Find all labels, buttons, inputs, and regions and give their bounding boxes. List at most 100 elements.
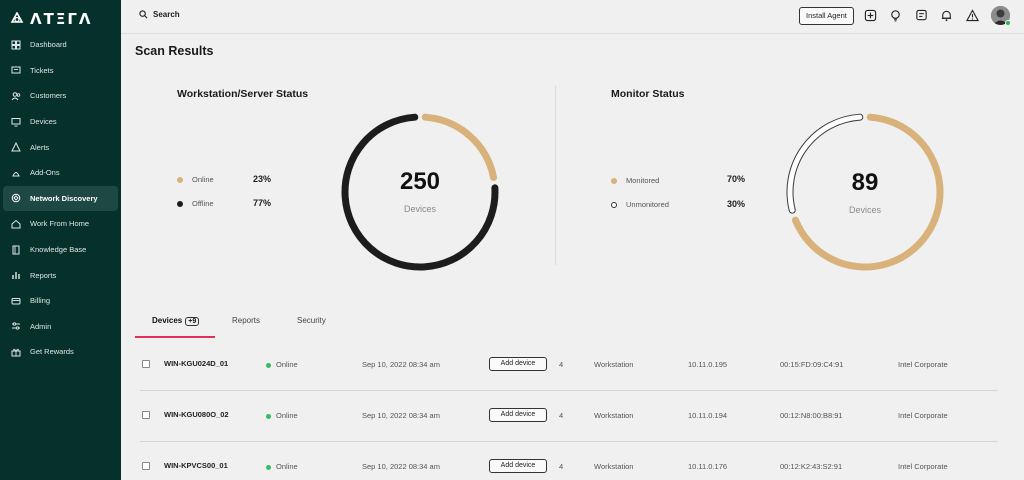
- online-status-dot: [266, 413, 271, 419]
- ip-address: 10.11.0.176: [688, 462, 728, 471]
- sidebar-item-dashboard[interactable]: Dashboard: [3, 32, 118, 58]
- sidebar-item-label: Work From Home: [30, 219, 90, 229]
- ticket-icon: [11, 65, 21, 75]
- sidebar-item-customers[interactable]: Customers: [3, 83, 118, 109]
- sidebar-item-admin[interactable]: Admin: [3, 314, 118, 340]
- plus-icon[interactable]: [864, 9, 877, 22]
- warning-icon[interactable]: [965, 9, 980, 22]
- device-status: Online: [266, 411, 298, 420]
- install-agent-button[interactable]: Install Agent: [799, 7, 854, 25]
- tab-devices-label: Devices: [152, 316, 183, 325]
- sidebar-item-get-rewards[interactable]: Get Rewards: [3, 339, 118, 365]
- sidebar: ΛΤΞΓΛ Dashboard Tickets Customers Devices Al…: [0, 0, 121, 480]
- scan-date: Sep 10, 2022 08:34 am: [362, 360, 440, 369]
- sidebar-item-label: Knowledge Base: [30, 245, 87, 255]
- admin-icon: [11, 321, 21, 331]
- monitor-total: 89: [851, 169, 879, 196]
- ip-address: 10.11.0.195: [688, 360, 728, 369]
- lightbulb-icon[interactable]: [889, 9, 902, 22]
- legend-online-value: 23%: [253, 174, 272, 184]
- legend-monitored-label: Monitored: [626, 176, 660, 185]
- network-icon: [11, 193, 21, 203]
- monitor-total-label: Devices: [848, 205, 881, 215]
- sidebar-item-alerts[interactable]: Alerts: [3, 134, 118, 160]
- legend-offline-dot: [177, 200, 183, 207]
- tab-devices[interactable]: Devices +9: [152, 316, 200, 326]
- device-type: Workstation: [594, 360, 634, 369]
- sidebar-item-label: Billing: [30, 296, 51, 306]
- scan-date: Sep 10, 2022 08:34 am: [362, 462, 440, 471]
- bell-icon[interactable]: [940, 9, 953, 22]
- legend-online-dot: [177, 176, 183, 183]
- device-name[interactable]: WIN-KGU080O_02: [164, 410, 229, 419]
- ip-address: 10.11.0.194: [688, 411, 728, 420]
- workstation-donut-chart: [341, 113, 499, 271]
- row-checkbox[interactable]: [142, 360, 150, 368]
- home-icon: [11, 219, 21, 229]
- monitor-icon: [11, 117, 21, 127]
- legend-unmonitored-label: Unmonitored: [626, 200, 669, 209]
- legend-online-label: Online: [192, 175, 214, 184]
- row-divider: [140, 441, 998, 442]
- device-status: Online: [266, 462, 298, 471]
- sidebar-item-label: Get Rewards: [30, 347, 74, 357]
- tab-reports[interactable]: Reports: [232, 316, 261, 325]
- legend-unmonitored: Unmonitored: [611, 200, 669, 209]
- device-name[interactable]: WIN-KPVCS00_01: [164, 461, 228, 470]
- sidebar-item-label: Reports: [30, 270, 57, 280]
- online-status-dot: [266, 464, 271, 470]
- reports-icon: [11, 270, 21, 280]
- device-type: Workstation: [594, 411, 634, 420]
- legend-offline-label: Offline: [192, 199, 214, 208]
- panel-divider: [555, 85, 556, 265]
- sidebar-item-billing[interactable]: Billing: [3, 288, 118, 314]
- sidebar-item-knowledge-base[interactable]: Knowledge Base: [3, 237, 118, 263]
- search-label: Search: [153, 10, 180, 19]
- search-button[interactable]: Search: [139, 10, 180, 19]
- unmonitored-arc: [787, 114, 863, 213]
- vendor: Intel Corporate: [898, 462, 948, 471]
- online-status-dot: [266, 362, 271, 368]
- book-icon: [11, 245, 21, 255]
- sidebar-item-label: Tickets: [30, 65, 54, 75]
- sidebar-item-label: Alerts: [30, 142, 50, 152]
- chat-icon[interactable]: [915, 9, 928, 22]
- add-device-button[interactable]: Add device: [489, 357, 547, 371]
- results-tabs: Devices +9 Reports Security: [135, 312, 1015, 340]
- workstation-status-title: Workstation/Server Status: [177, 88, 309, 100]
- sidebar-item-tickets[interactable]: Tickets: [3, 58, 118, 84]
- add-device-button[interactable]: Add device: [489, 459, 547, 473]
- device-name[interactable]: WIN-KGU024D_01: [164, 359, 229, 368]
- sidebar-item-add-ons[interactable]: Add-Ons: [3, 160, 118, 186]
- scan-date: Sep 10, 2022 08:34 am: [362, 411, 440, 420]
- tab-security[interactable]: Security: [297, 316, 326, 325]
- sidebar-item-label: Network Discovery: [30, 193, 98, 203]
- workstation-total: 250: [399, 168, 441, 195]
- alert-icon: [11, 142, 21, 152]
- legend-unmonitored-value: 30%: [727, 199, 746, 209]
- app-logo[interactable]: ΛΤΞΓΛ: [10, 10, 93, 28]
- legend-offline-value: 77%: [253, 198, 272, 208]
- billing-icon: [11, 296, 21, 306]
- monitor-status-title: Monitor Status: [611, 88, 685, 100]
- sidebar-item-reports[interactable]: Reports: [3, 262, 118, 288]
- device-status: Online: [266, 360, 298, 369]
- top-bar: Search Install Agent: [121, 0, 1024, 34]
- sidebar-item-devices[interactable]: Devices: [3, 109, 118, 135]
- add-device-button[interactable]: Add device: [489, 408, 547, 422]
- dashboard-icon: [11, 40, 21, 50]
- legend-unmonitored-dot: [611, 201, 617, 208]
- mac-address: 00:15:FD:09:C4:91: [780, 360, 844, 369]
- workstation-online-arc: [421, 113, 498, 181]
- logo-text: ΛΤΞΓΛ: [30, 10, 93, 28]
- sidebar-item-work-from-home[interactable]: Work From Home: [3, 211, 118, 237]
- vendor: Intel Corporate: [898, 411, 948, 420]
- device-type: Workstation: [594, 462, 634, 471]
- row-checkbox[interactable]: [142, 462, 150, 470]
- active-tab-indicator: [135, 336, 215, 338]
- legend-offline: Offline: [177, 199, 214, 208]
- customers-icon: [11, 91, 21, 101]
- sidebar-item-network-discovery[interactable]: Network Discovery: [3, 185, 118, 212]
- legend-monitored-value: 70%: [727, 174, 746, 184]
- row-checkbox[interactable]: [142, 411, 150, 419]
